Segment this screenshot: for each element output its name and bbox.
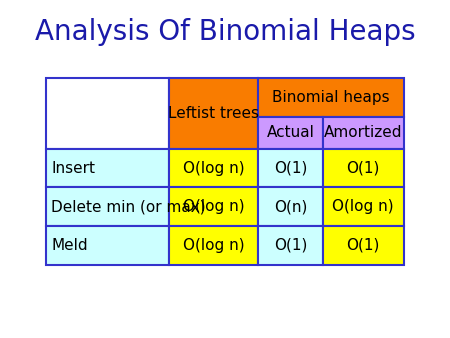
Text: Actual: Actual: [266, 125, 315, 141]
FancyBboxPatch shape: [169, 149, 258, 188]
FancyBboxPatch shape: [169, 226, 258, 265]
FancyBboxPatch shape: [46, 149, 169, 188]
Text: Amortized: Amortized: [324, 125, 402, 141]
FancyBboxPatch shape: [258, 149, 323, 188]
FancyBboxPatch shape: [258, 226, 323, 265]
Text: O(1): O(1): [346, 161, 380, 176]
Text: Meld: Meld: [51, 238, 88, 253]
Text: Insert: Insert: [51, 161, 95, 176]
FancyBboxPatch shape: [169, 78, 258, 149]
FancyBboxPatch shape: [323, 149, 404, 188]
Text: O(log n): O(log n): [183, 199, 244, 214]
Text: O(log n): O(log n): [332, 199, 394, 214]
Text: O(1): O(1): [346, 238, 380, 253]
FancyBboxPatch shape: [258, 117, 323, 149]
FancyBboxPatch shape: [46, 78, 169, 149]
FancyBboxPatch shape: [258, 78, 404, 117]
Text: O(n): O(n): [274, 199, 307, 214]
FancyBboxPatch shape: [258, 188, 323, 226]
FancyBboxPatch shape: [169, 188, 258, 226]
Text: O(1): O(1): [274, 238, 307, 253]
Text: O(log n): O(log n): [183, 161, 244, 176]
FancyBboxPatch shape: [323, 117, 404, 149]
Text: O(log n): O(log n): [183, 238, 244, 253]
FancyBboxPatch shape: [46, 188, 169, 226]
Text: Leftist trees: Leftist trees: [168, 106, 259, 121]
FancyBboxPatch shape: [323, 226, 404, 265]
Text: Analysis Of Binomial Heaps: Analysis Of Binomial Heaps: [35, 18, 415, 46]
Text: Binomial heaps: Binomial heaps: [272, 90, 390, 105]
FancyBboxPatch shape: [323, 188, 404, 226]
FancyBboxPatch shape: [46, 226, 169, 265]
Text: Delete min (or max): Delete min (or max): [51, 199, 206, 214]
Text: O(1): O(1): [274, 161, 307, 176]
